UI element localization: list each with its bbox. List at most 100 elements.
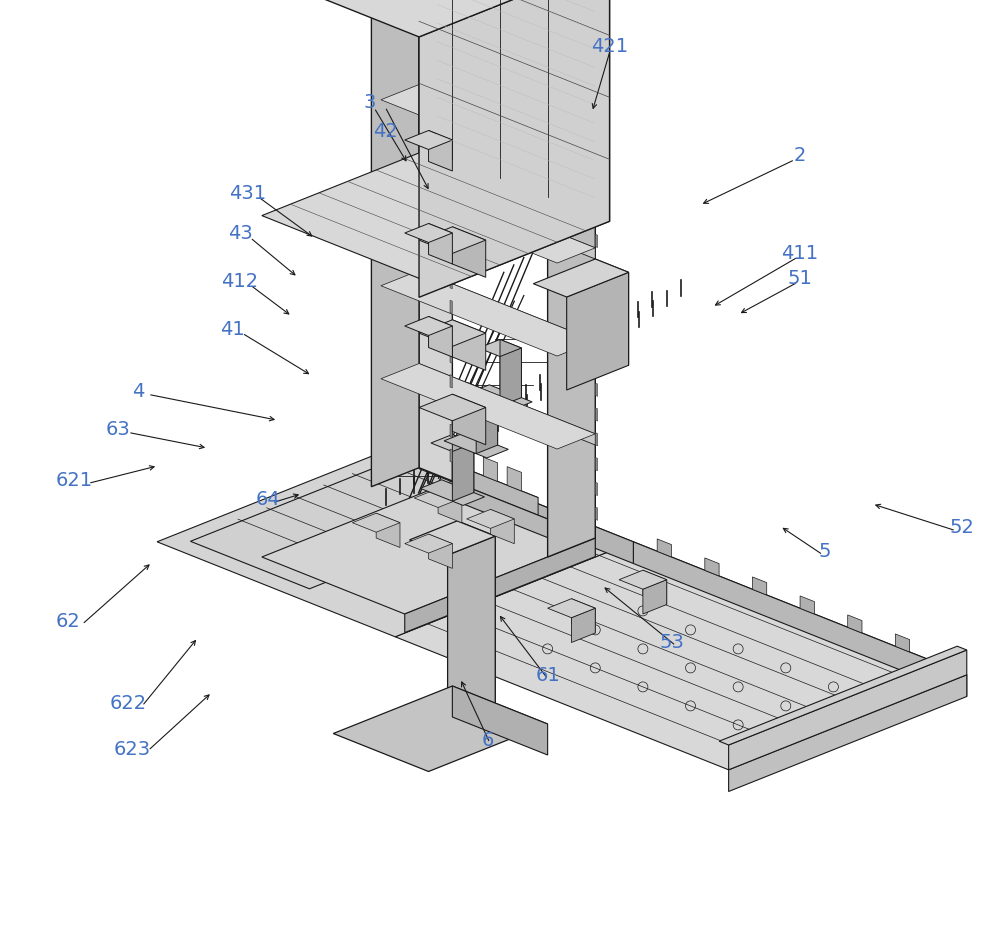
Polygon shape (410, 521, 495, 555)
Polygon shape (483, 458, 498, 482)
Polygon shape (381, 0, 595, 78)
Polygon shape (450, 202, 452, 215)
Polygon shape (567, 273, 629, 390)
Polygon shape (595, 185, 598, 198)
Polygon shape (450, 128, 452, 141)
Text: 64: 64 (256, 489, 280, 508)
Polygon shape (450, 400, 452, 413)
Text: 412: 412 (221, 272, 259, 290)
Polygon shape (419, 321, 486, 347)
Polygon shape (571, 608, 595, 642)
Polygon shape (507, 467, 521, 491)
Polygon shape (429, 535, 452, 569)
Polygon shape (533, 260, 629, 298)
Polygon shape (450, 4, 452, 17)
Polygon shape (595, 235, 598, 248)
Polygon shape (595, 210, 598, 223)
Polygon shape (431, 435, 474, 452)
Text: 6: 6 (482, 730, 494, 749)
Polygon shape (420, 480, 485, 506)
Polygon shape (452, 227, 486, 278)
Polygon shape (595, 136, 598, 149)
Polygon shape (848, 616, 862, 633)
Polygon shape (548, 599, 595, 618)
Polygon shape (595, 458, 598, 471)
Polygon shape (450, 450, 452, 463)
Polygon shape (262, 150, 610, 288)
Text: 421: 421 (591, 37, 629, 56)
Polygon shape (414, 489, 462, 508)
Polygon shape (450, 425, 452, 438)
Polygon shape (352, 514, 400, 533)
Polygon shape (595, 483, 598, 496)
Text: 431: 431 (229, 184, 267, 202)
Polygon shape (448, 537, 495, 742)
Polygon shape (405, 132, 452, 150)
Polygon shape (460, 448, 474, 473)
Polygon shape (490, 510, 514, 544)
Polygon shape (450, 177, 452, 190)
Polygon shape (450, 78, 452, 91)
Text: 621: 621 (55, 471, 93, 489)
Text: 2: 2 (794, 146, 806, 165)
Polygon shape (479, 340, 521, 357)
Polygon shape (595, 310, 598, 323)
Polygon shape (548, 0, 595, 557)
Text: 62: 62 (56, 612, 80, 630)
Polygon shape (455, 387, 498, 404)
Polygon shape (429, 317, 452, 358)
Polygon shape (450, 53, 452, 67)
Polygon shape (444, 433, 508, 459)
Polygon shape (419, 227, 486, 254)
Polygon shape (262, 481, 595, 615)
Polygon shape (452, 395, 486, 445)
Polygon shape (595, 359, 598, 372)
Text: 411: 411 (781, 244, 819, 262)
Polygon shape (595, 334, 598, 348)
Polygon shape (381, 272, 595, 357)
Polygon shape (643, 580, 667, 615)
Polygon shape (436, 438, 450, 463)
Polygon shape (468, 386, 532, 411)
Polygon shape (752, 578, 767, 595)
Polygon shape (405, 317, 452, 337)
Polygon shape (419, 178, 595, 260)
Polygon shape (571, 599, 595, 633)
Polygon shape (419, 451, 538, 516)
Polygon shape (452, 481, 595, 557)
Polygon shape (450, 29, 452, 42)
Polygon shape (450, 325, 452, 339)
Polygon shape (381, 178, 595, 264)
Polygon shape (371, 0, 419, 488)
Polygon shape (407, 462, 440, 475)
Polygon shape (595, 12, 598, 25)
Polygon shape (562, 0, 595, 539)
Polygon shape (450, 152, 452, 166)
Polygon shape (467, 510, 514, 528)
Text: 4: 4 (132, 382, 144, 400)
Polygon shape (595, 160, 598, 174)
Text: 52: 52 (950, 517, 974, 536)
Polygon shape (405, 539, 595, 633)
Polygon shape (657, 540, 671, 557)
Polygon shape (500, 349, 521, 407)
Polygon shape (426, 435, 460, 449)
Text: 53: 53 (660, 632, 684, 651)
Polygon shape (619, 571, 667, 590)
Polygon shape (452, 435, 474, 493)
Polygon shape (452, 321, 486, 371)
Polygon shape (595, 86, 598, 99)
Polygon shape (450, 251, 452, 265)
Polygon shape (729, 651, 967, 770)
Polygon shape (500, 340, 521, 399)
Text: 41: 41 (220, 320, 244, 338)
Polygon shape (429, 224, 452, 265)
Polygon shape (705, 558, 719, 577)
Polygon shape (450, 103, 452, 116)
Polygon shape (476, 396, 498, 454)
Polygon shape (450, 375, 452, 388)
Polygon shape (419, 395, 486, 422)
Polygon shape (419, 85, 595, 167)
Polygon shape (381, 85, 595, 171)
Polygon shape (729, 675, 967, 792)
